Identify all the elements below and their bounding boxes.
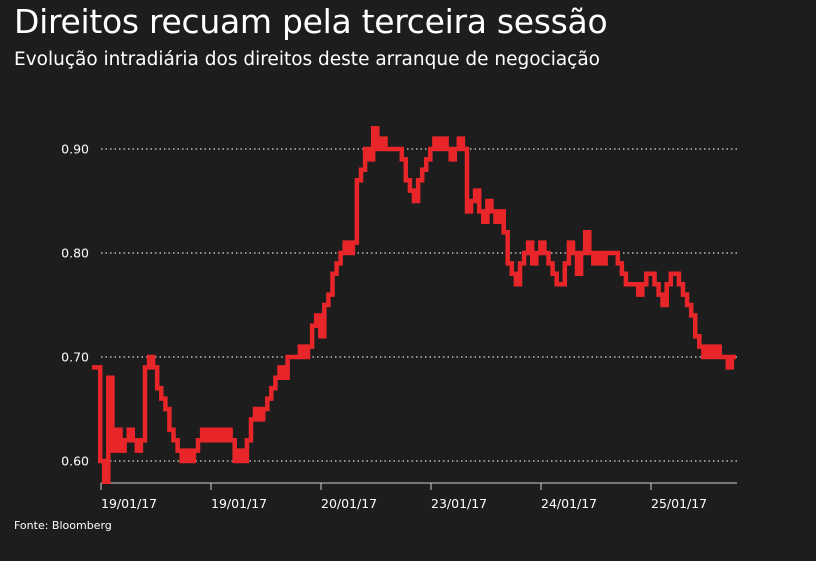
y-axis: 0.60 0.70 0.80 0.90 [61, 142, 89, 469]
x-tick-label: 24/01/17 [541, 496, 597, 511]
chart-title: Direitos recuam pela terceira sessão [14, 2, 608, 41]
x-tick-label: 20/01/17 [321, 496, 377, 511]
source-note: Fonte: Bloomberg [14, 519, 112, 532]
x-axis: 19/01/17 19/01/17 20/01/17 23/01/17 24/01/17… [100, 482, 737, 511]
y-tick-label: 0.70 [61, 350, 89, 365]
x-tick-label: 19/01/17 [211, 496, 267, 511]
series-group [92, 125, 736, 485]
x-tick-label: 25/01/17 [651, 496, 707, 511]
y-tick-label: 0.90 [61, 142, 89, 157]
y-tick-label: 0.60 [61, 454, 89, 469]
series-line [92, 125, 736, 485]
chart-subtitle: Evolução intradiária dos direitos deste … [14, 49, 600, 70]
x-tick-label: 23/01/17 [431, 496, 487, 511]
y-tick-label: 0.80 [61, 246, 89, 261]
x-tick-label: 19/01/17 [101, 496, 157, 511]
